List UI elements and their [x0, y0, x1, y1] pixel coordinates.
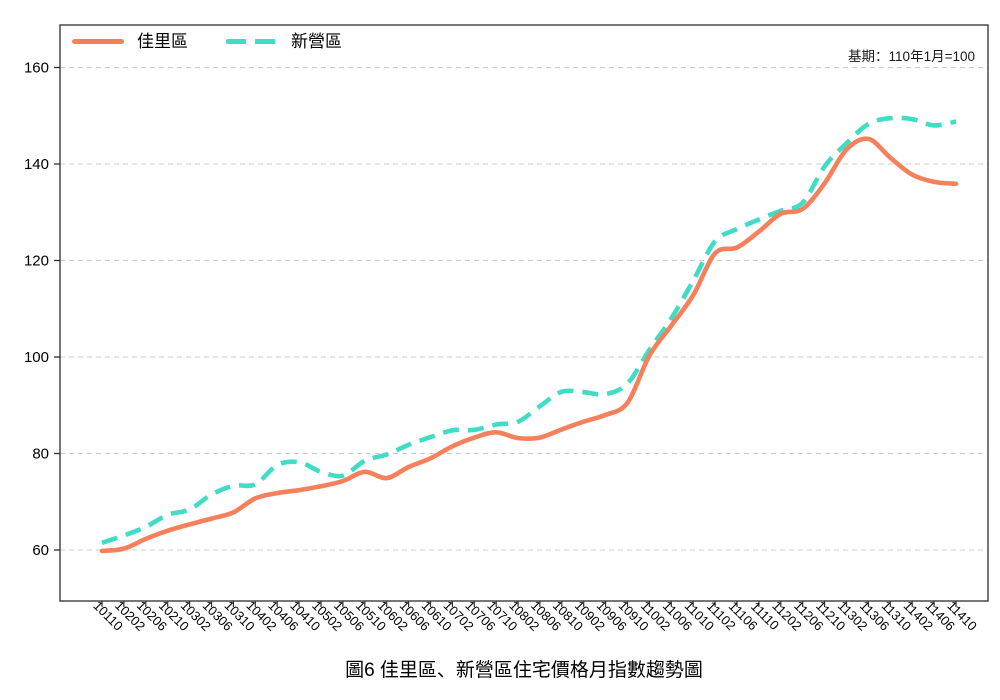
xinying-legend-label: 新營區	[291, 32, 342, 51]
y-tick-label-60: 60	[32, 542, 49, 559]
chart-title: 圖6 佳里區、新營區住宅價格月指數趨勢圖	[345, 660, 703, 681]
series-line-0	[99, 136, 959, 554]
legend-item-xinying: 新營區	[226, 33, 342, 50]
legend-item-jiali: 佳里區	[72, 33, 188, 50]
y-tick-label-120: 120	[24, 253, 49, 270]
y-axis-labels: 60 80 100 120 140 160	[24, 60, 49, 560]
y-axis-ticks	[54, 66, 60, 551]
base-period-note: 基期：110年1月=100	[848, 49, 975, 64]
y-tick-label-140: 140	[24, 156, 49, 173]
plot-border	[59, 24, 989, 602]
x-axis-ticks	[101, 601, 957, 607]
jiali-line-swatch	[72, 39, 124, 44]
legend: 佳里區 新營區	[72, 33, 342, 50]
jiali-legend-label: 佳里區	[137, 32, 188, 51]
y-tick-label-160: 160	[24, 60, 49, 77]
y-tick-label-100: 100	[24, 349, 49, 366]
xinying-line-swatch	[226, 39, 278, 44]
y-tick-label-80: 80	[32, 446, 49, 463]
x-axis-labels: 1011010202102061021010302103061031010402…	[90, 598, 979, 634]
series-line-1	[101, 115, 957, 545]
y-gridlines	[60, 67, 988, 551]
